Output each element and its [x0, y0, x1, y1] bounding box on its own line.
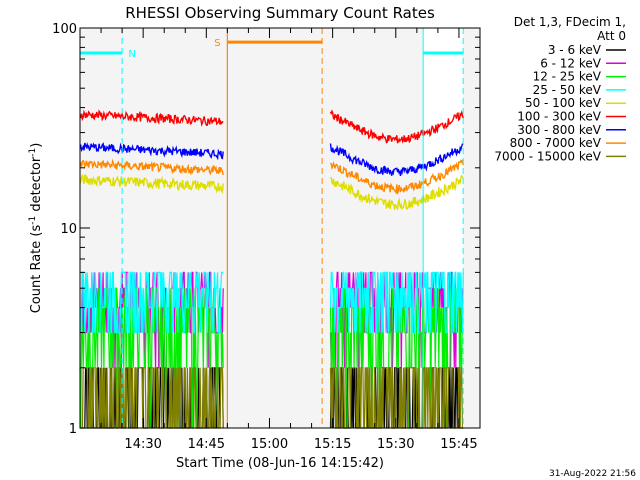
series-5	[79, 109, 464, 144]
series-6-line-0	[79, 142, 224, 161]
series-5-line-0	[79, 109, 224, 127]
legend-header-2: Att 0	[597, 29, 626, 43]
x-tick-label-5: 15:45	[440, 437, 477, 452]
series-5-line-1	[329, 109, 464, 144]
series-7-line-0	[79, 158, 224, 176]
y-tick-label-0: 1	[69, 422, 77, 437]
legend-label-2: 12 - 25 keV	[533, 70, 602, 84]
series-7	[79, 158, 464, 196]
series-3-line-1	[329, 271, 464, 334]
legend-label-5: 100 - 300 keV	[517, 110, 601, 124]
series-4-line-1	[329, 174, 464, 211]
legend-label-8: 7000 - 15000 keV	[494, 149, 601, 163]
x-tick-label-2: 15:00	[251, 437, 288, 452]
footer-timestamp: 31-Aug-2022 21:56	[549, 469, 636, 479]
series-3-line-0	[79, 271, 224, 334]
series-7-line-1	[329, 159, 464, 196]
series-3	[79, 271, 464, 334]
legend-label-0: 3 - 6 keV	[548, 43, 602, 57]
legend-label-4: 50 - 100 keV	[525, 96, 602, 110]
plot-area	[80, 28, 480, 428]
legend-label-3: 25 - 50 keV	[533, 83, 602, 97]
y-tick-label-1: 10	[60, 222, 77, 237]
series-6-line-1	[329, 143, 464, 177]
annotation-label-0: N	[128, 49, 135, 60]
x-axis-label: Start Time (08-Jun-16 14:15:42)	[176, 456, 384, 471]
x-tick-label-4: 15:30	[377, 437, 414, 452]
x-tick-label-1: 14:45	[188, 437, 225, 452]
annotation-label-1: S	[214, 38, 220, 49]
series-4-line-0	[79, 174, 224, 194]
legend-label-1: 6 - 12 keV	[540, 56, 602, 70]
x-tick-label-3: 15:15	[314, 437, 351, 452]
axes: 1 10 100 14:30 14:45 15:00 15:15 15:30 15:45	[52, 22, 481, 452]
legend-label-7: 800 - 7000 keV	[510, 136, 602, 150]
chart-title: RHESSI Observing Summary Count Rates	[125, 4, 435, 22]
legend-header-1: Det 1,3, FDecim 1,	[514, 15, 626, 29]
y-tick-label-2: 100	[52, 22, 77, 37]
x-tick-label-0: 14:30	[124, 437, 161, 452]
series-4	[79, 174, 464, 211]
legend-label-6: 300 - 800 keV	[517, 123, 601, 137]
y-axis-label: Count Rate (s-1 detector-1)	[28, 143, 44, 314]
series-6	[79, 142, 464, 177]
